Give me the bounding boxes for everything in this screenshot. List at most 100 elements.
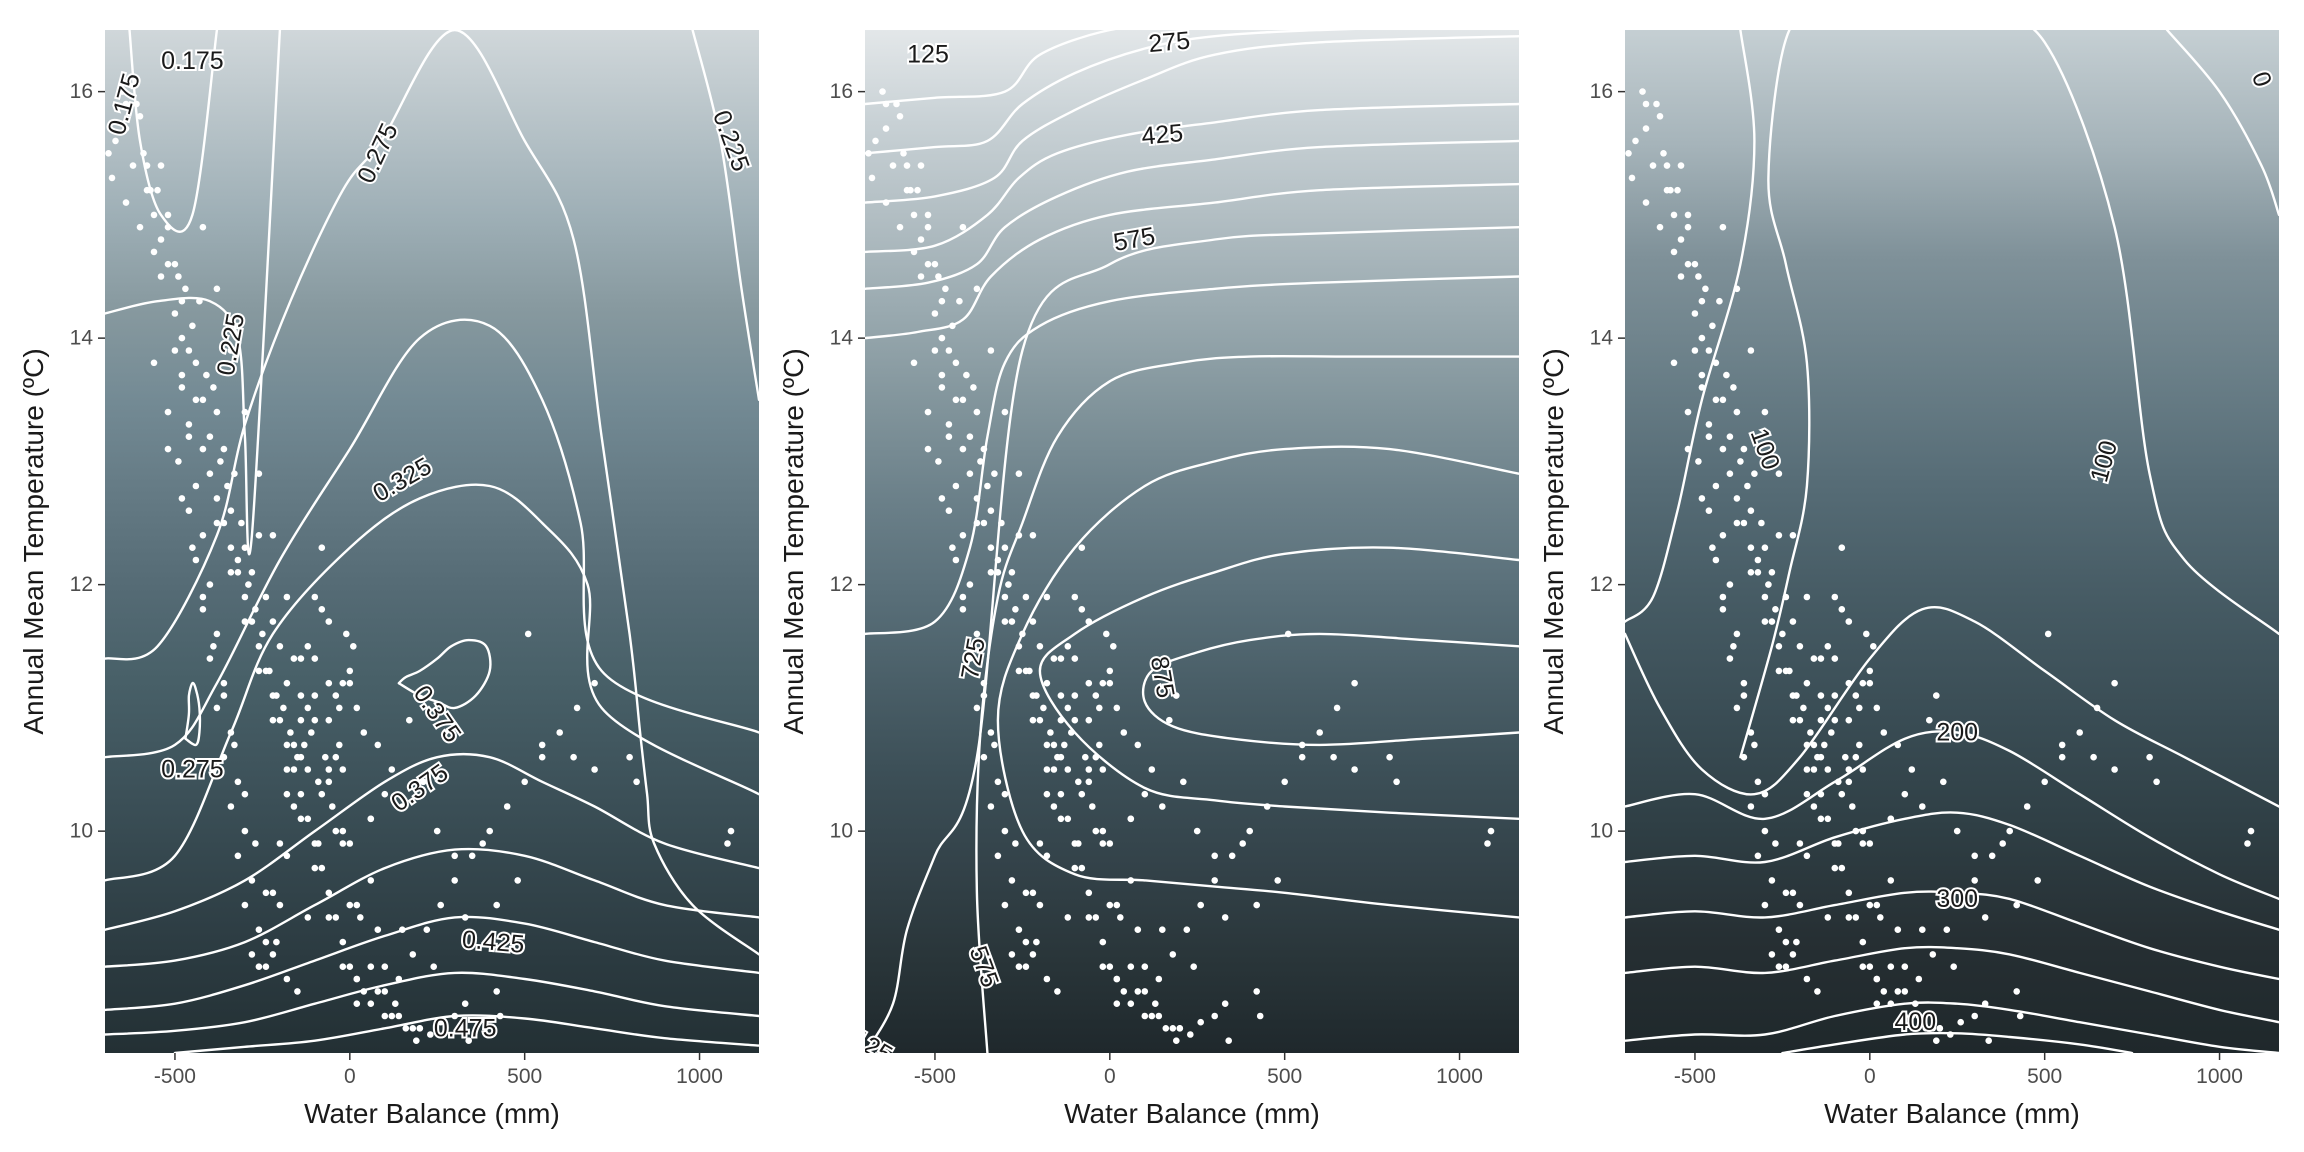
observation-point	[1765, 581, 1772, 588]
observation-point	[1148, 766, 1156, 773]
observation-point	[245, 581, 252, 588]
y-tick-label: 16	[70, 80, 93, 103]
observation-point	[1866, 901, 1874, 909]
observation-point	[1761, 544, 1769, 551]
observation-point	[304, 914, 312, 921]
observation-point	[1298, 753, 1306, 761]
observation-point	[938, 495, 946, 502]
contour-line	[105, 483, 759, 882]
observation-point	[255, 532, 263, 539]
observation-point	[185, 347, 193, 354]
observation-point	[938, 371, 946, 379]
observation-point	[2041, 778, 2048, 786]
observation-point	[998, 519, 1005, 527]
observation-point	[1719, 532, 1727, 539]
observation-point	[1842, 753, 1849, 761]
observation-point	[416, 1025, 424, 1032]
observation-point	[1761, 901, 1769, 909]
observation-point	[903, 162, 911, 169]
observation-point	[2034, 877, 2041, 884]
observation-point	[917, 273, 925, 280]
observation-point	[1029, 618, 1037, 625]
observation-point	[1015, 926, 1023, 933]
observation-point	[276, 716, 284, 724]
contour-line	[1141, 632, 1519, 747]
observation-point	[1908, 1012, 1916, 1020]
observation-point	[1127, 963, 1135, 970]
observation-point	[1957, 901, 1964, 909]
observation-point	[353, 901, 361, 909]
contour-label: 400	[1894, 1008, 1936, 1036]
observation-point	[451, 877, 459, 884]
observation-point	[987, 729, 995, 736]
observation-point	[276, 643, 284, 650]
contour-label: 300	[1936, 885, 1978, 913]
observation-point	[388, 1012, 396, 1020]
contour-label: 0.475	[434, 1014, 497, 1042]
observation-point	[945, 347, 953, 354]
observation-point	[1803, 790, 1811, 798]
observation-point	[1050, 803, 1058, 810]
observation-point	[1103, 630, 1110, 638]
x-tick-label: 0	[1864, 1065, 1876, 1088]
observation-point	[1113, 901, 1121, 909]
observation-point	[1730, 643, 1737, 650]
observation-point	[1698, 334, 1706, 342]
observation-point	[1015, 667, 1023, 675]
observation-point	[727, 827, 735, 835]
observation-point	[493, 901, 501, 909]
observation-point	[241, 827, 249, 835]
observation-point	[1155, 1012, 1163, 1020]
observation-point	[255, 926, 263, 933]
observation-point	[1824, 704, 1832, 712]
observation-point	[203, 371, 210, 379]
observation-point	[1057, 753, 1065, 761]
observation-point	[1803, 741, 1811, 749]
observation-point	[175, 458, 182, 465]
observation-point	[1099, 827, 1107, 835]
observation-point	[1908, 766, 1916, 773]
observation-point	[374, 988, 382, 995]
contour-line	[105, 318, 759, 759]
observation-point	[1239, 840, 1246, 847]
observation-point	[994, 778, 1002, 786]
observation-point	[1866, 667, 1874, 675]
observation-point	[1113, 975, 1121, 983]
observation-point	[1803, 852, 1811, 860]
observation-point	[1775, 470, 1783, 478]
observation-point	[1684, 211, 1692, 219]
observation-point	[1981, 914, 1989, 921]
observation-point	[1036, 643, 1044, 650]
observation-point	[1988, 852, 1996, 860]
observation-point	[1828, 729, 1835, 736]
observation-point	[255, 643, 263, 650]
observation-point	[1768, 569, 1776, 576]
observation-point	[119, 88, 126, 95]
observation-point	[1674, 186, 1681, 194]
observation-point	[1831, 716, 1839, 724]
observation-point	[1709, 322, 1716, 330]
observation-point	[185, 507, 193, 514]
observation-point	[206, 581, 214, 588]
observation-point	[1915, 975, 1923, 983]
observation-point	[1880, 729, 1888, 736]
observation-point	[199, 396, 207, 404]
observation-point	[1113, 704, 1121, 712]
contour-line	[1625, 1001, 2279, 1053]
observation-point	[1852, 753, 1860, 761]
observation-point	[977, 458, 984, 465]
observation-point	[1001, 790, 1009, 798]
observation-point	[1022, 889, 1030, 897]
observation-point	[178, 334, 186, 342]
observation-point	[213, 704, 221, 712]
observation-point	[1677, 273, 1685, 280]
observation-point	[1775, 643, 1783, 650]
observation-point	[315, 840, 322, 847]
observation-point	[353, 704, 361, 712]
contour-line	[1625, 730, 2279, 901]
observation-point	[339, 963, 347, 970]
observation-point	[1015, 963, 1023, 970]
observation-point	[133, 100, 140, 108]
